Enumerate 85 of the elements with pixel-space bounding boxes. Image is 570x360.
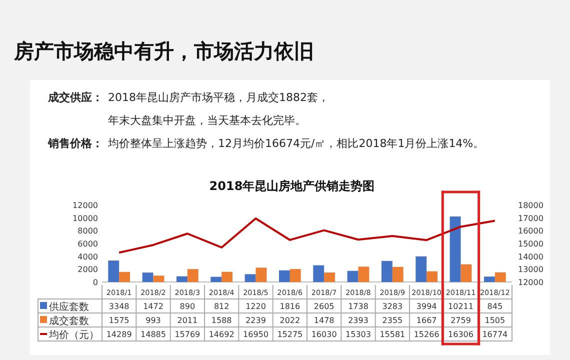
- data-label: 15769: [174, 330, 200, 339]
- data-label: 15275: [277, 330, 303, 339]
- data-label: 15581: [380, 330, 406, 339]
- y-tick-label: 8000: [78, 226, 98, 236]
- data-label: 16950: [243, 330, 268, 339]
- text: 2018年昆山房产市场平稳，月成交1882套，: [108, 91, 329, 104]
- bar: [324, 272, 336, 282]
- data-label: 14885: [140, 330, 166, 339]
- data-label: 1505: [484, 316, 506, 325]
- data-label: 1472: [143, 302, 164, 311]
- data-label: 15266: [414, 330, 440, 339]
- y2-tick-label: 13000: [518, 265, 544, 274]
- legend-label: 供应套数: [49, 301, 89, 313]
- y2-tick-label: 15000: [518, 240, 544, 248]
- bar: [142, 272, 154, 282]
- data-label: 1667: [416, 316, 437, 325]
- text: 房产市场稳中有升，市场活力依旧: [13, 39, 314, 63]
- data-label: 993: [146, 316, 161, 325]
- bar: [256, 268, 267, 282]
- data-label: 16030: [311, 330, 337, 339]
- data-label: 16306: [448, 330, 474, 339]
- bar: [153, 276, 164, 282]
- bar: [222, 272, 233, 282]
- bar: [187, 269, 198, 282]
- data-label: 890: [180, 302, 196, 311]
- bar: [210, 276, 222, 282]
- legend-label: 均价（元）: [48, 329, 99, 341]
- text: 成交供应：: [47, 91, 103, 104]
- legend-label: 成交套数: [49, 315, 89, 327]
- y2-tick-label: 17000: [518, 214, 544, 223]
- data-label: 1478: [314, 316, 334, 325]
- data-label: 812: [214, 302, 230, 311]
- data-label: 16774: [482, 330, 508, 339]
- bar: [358, 266, 370, 282]
- y2-tick-label: 12000: [518, 278, 544, 287]
- y2-tick-label: 18000: [518, 201, 544, 210]
- chart-title: 2018年昆山房地产供销走势图: [209, 179, 375, 193]
- bar: [119, 272, 130, 282]
- y-tick-label: 12000: [72, 201, 98, 210]
- text: 销售价格：: [47, 137, 103, 150]
- data-label: 2393: [348, 316, 368, 325]
- bar: [108, 260, 120, 282]
- data-label: 14692: [208, 330, 234, 339]
- data-label: 2759: [450, 316, 471, 325]
- text: 年末大盘集中开盘，当天基本去化完毕。: [108, 114, 306, 127]
- line-series: [118, 217, 496, 254]
- data-label: 2239: [246, 316, 266, 325]
- bar: [381, 260, 392, 282]
- y-tick-label: 10000: [72, 214, 98, 223]
- text: 均价整体呈上涨趋势，12月均价16674元/㎡，相比2018年1月份上涨14%。: [107, 137, 484, 150]
- bar: [494, 272, 506, 282]
- bar: [244, 274, 256, 282]
- bar: [450, 216, 461, 282]
- bar: [484, 276, 495, 282]
- data-label: 15303: [346, 330, 371, 339]
- bar: [278, 270, 290, 282]
- y-tick-label: 6000: [78, 240, 98, 248]
- data-label: 1220: [246, 302, 266, 311]
- bar: [290, 269, 301, 282]
- data-label: 1575: [108, 316, 130, 325]
- data-label: 2355: [382, 316, 403, 325]
- y-tick-label: 4000: [78, 252, 98, 262]
- y-tick-label: 2000: [78, 265, 98, 274]
- bar: [176, 276, 188, 282]
- data-label: 14289: [106, 330, 132, 339]
- data-label: 1738: [348, 302, 368, 311]
- bar: [392, 266, 404, 282]
- data-label: 2022: [280, 316, 300, 325]
- y-tick-label: 0: [92, 278, 98, 287]
- data-label: 1816: [280, 302, 300, 311]
- data-label: 2605: [314, 302, 334, 311]
- data-label: 10211: [448, 302, 474, 311]
- data-label: 3348: [108, 302, 130, 311]
- data-label: 3283: [382, 302, 403, 311]
- data-label: 845: [487, 302, 503, 311]
- bar: [313, 265, 324, 282]
- data-label: 1588: [211, 316, 232, 325]
- y2-tick-label: 16000: [518, 226, 544, 236]
- data-label: 3994: [416, 302, 437, 311]
- bar: [416, 256, 427, 282]
- bar: [347, 270, 358, 282]
- y2-tick-label: 14000: [518, 252, 544, 262]
- data-label: 2011: [177, 316, 198, 325]
- bar: [460, 264, 472, 282]
- bar: [426, 271, 438, 282]
